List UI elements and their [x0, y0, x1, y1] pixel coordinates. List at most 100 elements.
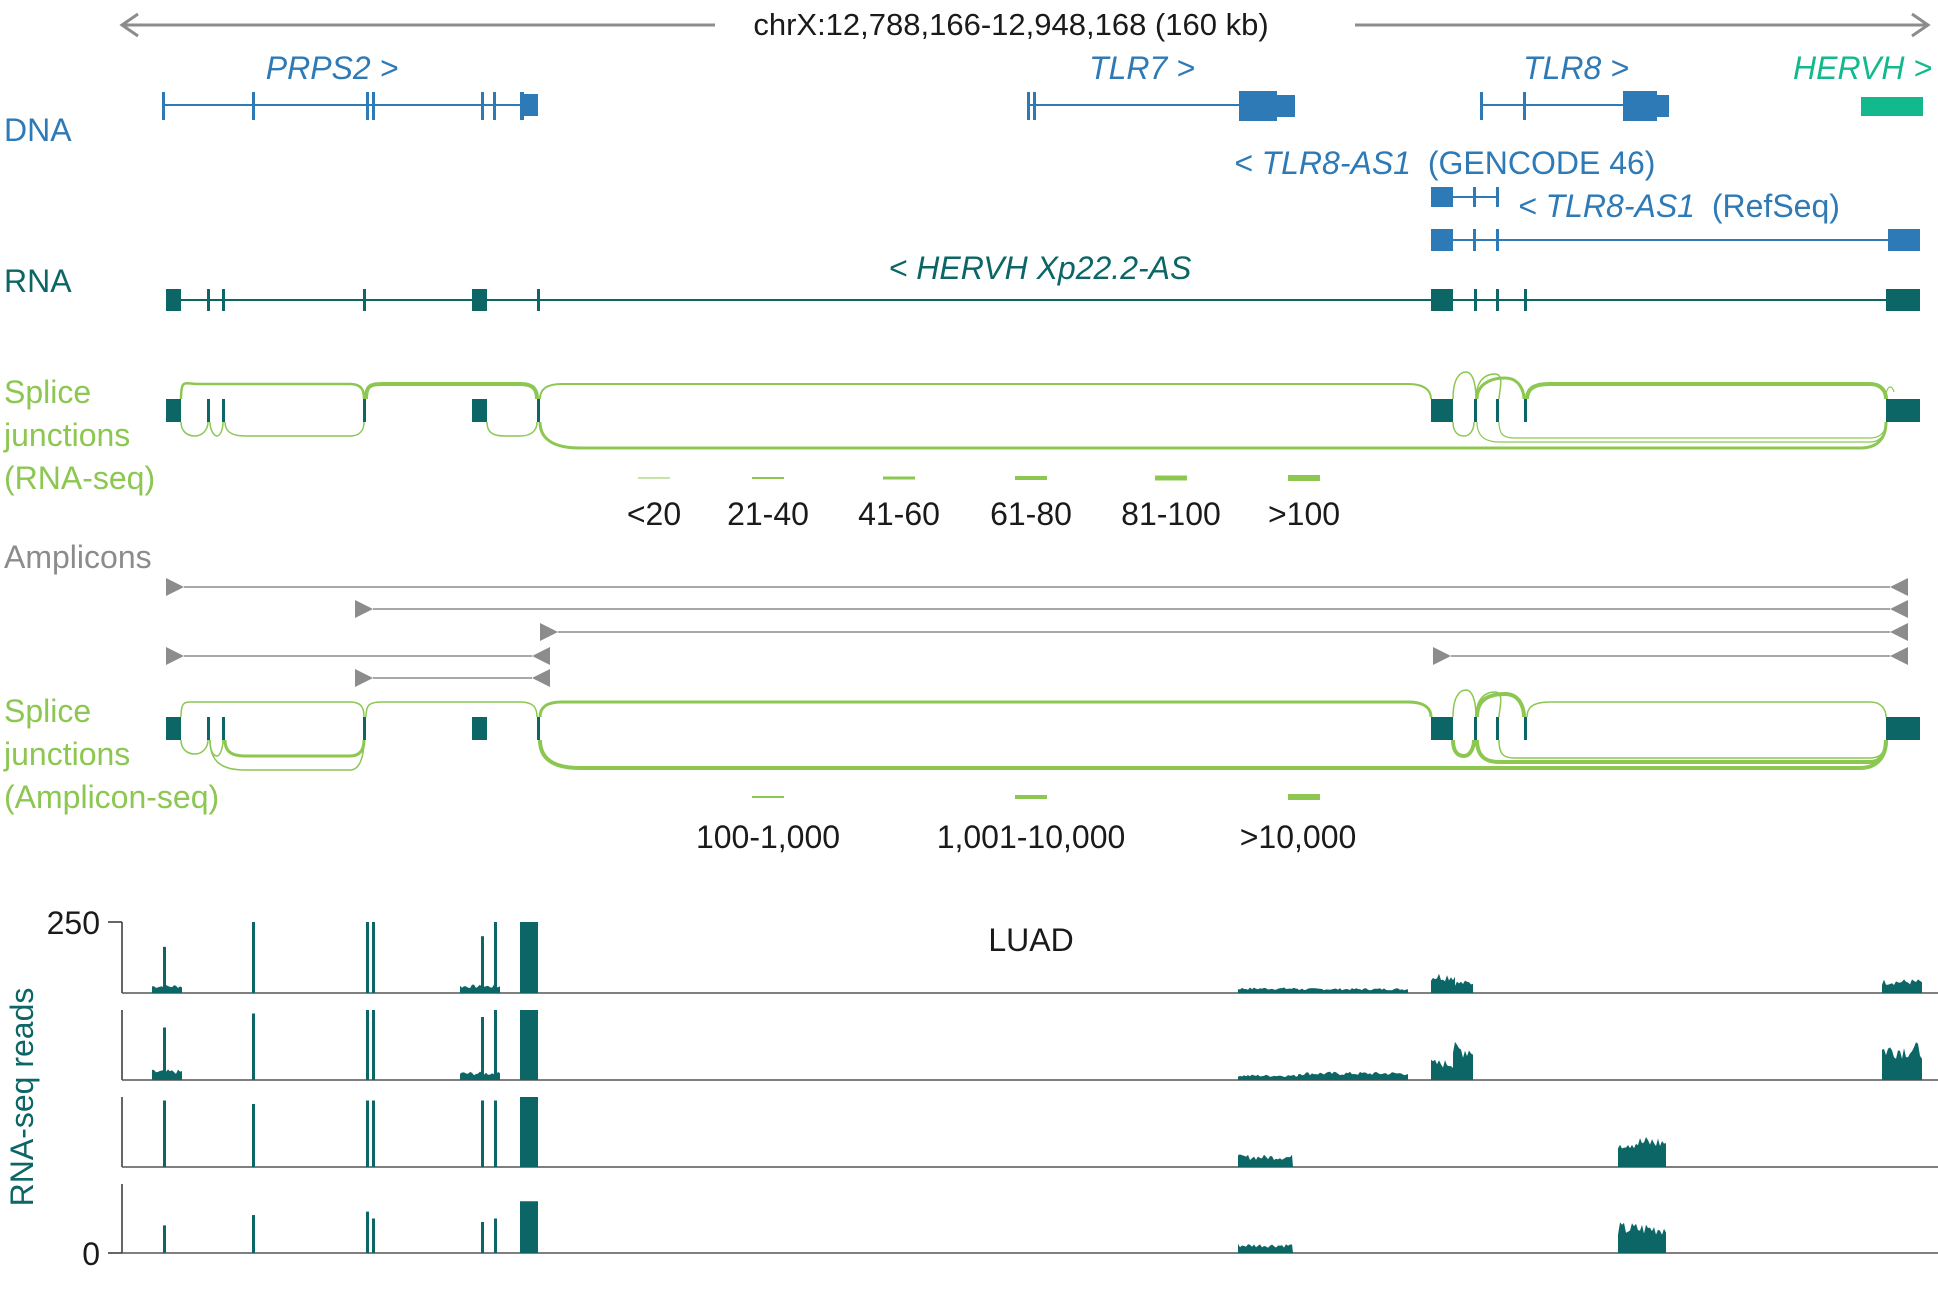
coverage-block — [460, 1071, 500, 1080]
track-label-rna: RNA — [4, 263, 72, 299]
gene-model-tlr8 — [1480, 91, 1669, 121]
legend-label-3: 41-60 — [858, 496, 940, 532]
coverage-block — [1298, 988, 1408, 993]
coverage-peak — [252, 1013, 255, 1080]
gene-label-hervh-as: < HERVH Xp22.2-AS — [889, 250, 1192, 286]
coverage-panel: LUAD RNA-seq reads 250 0 — [4, 905, 1938, 1272]
gene-model-hervh — [1861, 97, 1923, 116]
forward-primer-icon — [540, 623, 558, 641]
legend-ampseq: 100-1,000 1,001-10,000 >10,000 — [696, 794, 1357, 855]
coverage-block — [1882, 979, 1922, 993]
legend-label-6: >100 — [1268, 496, 1340, 532]
coverage-ylabel: RNA-seq reads — [4, 988, 40, 1207]
coverage-block — [1431, 973, 1455, 993]
coverage-peak — [163, 1100, 166, 1167]
coverage-peak — [252, 1104, 255, 1167]
amplicon-2 — [355, 600, 1908, 618]
coverage-peak — [520, 922, 538, 993]
coverage-block — [460, 984, 500, 993]
legend-label-a1: 100-1,000 — [696, 819, 840, 855]
coverage-ymax-label: 250 — [47, 905, 100, 941]
coverage-block — [152, 984, 182, 993]
transcript-model-hervh-as — [166, 289, 1920, 311]
reverse-primer-icon — [532, 647, 550, 665]
coverage-block — [1618, 1222, 1666, 1253]
legend-rnaseq: <20 21-40 41-60 61-80 81-100 >100 — [627, 475, 1340, 532]
legend-label-2: 21-40 — [727, 496, 809, 532]
coverage-block — [1298, 1071, 1408, 1080]
coverage-title: LUAD — [988, 922, 1073, 958]
coverage-block — [1238, 1154, 1293, 1167]
gene-model-tlr8as1-gencode — [1431, 187, 1499, 207]
reverse-primer-icon — [1890, 623, 1908, 641]
coverage-peak — [366, 1010, 369, 1080]
gene-label-prps2: PRPS2 > — [266, 50, 399, 86]
gene-label-tlr8as1-refseq: < TLR8-AS1 (RefSeq) — [1518, 188, 1840, 224]
legend-label-a3: >10,000 — [1240, 819, 1357, 855]
coverage-peak — [481, 936, 484, 993]
amplicon-6 — [355, 669, 550, 687]
junction-arcs-rnaseq — [179, 371, 1895, 450]
coverage-peak — [372, 922, 375, 993]
coverage-block — [1453, 980, 1473, 993]
legend-label-4: 61-80 — [990, 496, 1072, 532]
coverage-peak — [252, 1215, 255, 1253]
coverage-peak — [372, 1100, 375, 1167]
forward-primer-icon — [166, 578, 184, 596]
reverse-primer-icon — [1890, 647, 1908, 665]
legend-label-1: <20 — [627, 496, 681, 532]
coverage-peak — [366, 922, 369, 993]
coverage-block — [1882, 1042, 1922, 1080]
locus-coordinates: chrX:12,788,166-12,948,168 (160 kb) — [753, 7, 1268, 42]
coverage-peak — [252, 922, 255, 993]
track-label-amplicons: Amplicons — [4, 539, 152, 575]
coverage-peak — [366, 1211, 369, 1253]
left-arrowhead-icon — [119, 12, 139, 38]
gene-label-tlr7: TLR7 > — [1089, 50, 1195, 86]
coverage-peak — [163, 1027, 166, 1080]
coverage-peak — [494, 1010, 497, 1080]
legend-label-a2: 1,001-10,000 — [937, 819, 1126, 855]
gene-model-tlr7 — [1027, 91, 1295, 121]
coverage-peak — [481, 1221, 484, 1253]
reverse-primer-icon — [1890, 600, 1908, 618]
forward-primer-icon — [355, 669, 373, 687]
amplicon-track — [166, 578, 1908, 687]
coverage-peak — [481, 1017, 484, 1080]
track-label-dna: DNA — [4, 112, 72, 148]
track-label-splice-ampseq: Splice junctions (Amplicon-seq) — [3, 693, 219, 815]
gene-label-tlr8as1-gencode: < TLR8-AS1 (GENCODE 46) — [1234, 145, 1655, 181]
reverse-primer-icon — [1890, 578, 1908, 596]
coverage-block — [152, 1069, 182, 1080]
gene-label-hervh: HERVH > — [1793, 50, 1932, 86]
amplicon-3 — [540, 623, 1908, 641]
coverage-peak — [520, 1010, 538, 1080]
coverage-block — [1238, 987, 1298, 993]
right-arrowhead-icon — [1911, 12, 1931, 38]
amplicon-1 — [166, 578, 1908, 596]
exon-blocks-ampseq — [166, 717, 1920, 740]
coverage-peak — [494, 1100, 497, 1167]
gene-model-tlr8as1-refseq — [1431, 229, 1920, 251]
coverage-peak — [494, 922, 497, 993]
coverage-peak — [163, 946, 166, 993]
coverage-peak — [163, 1225, 166, 1253]
amplicon-5 — [1433, 647, 1908, 665]
splice-track-rnaseq — [166, 371, 1920, 450]
reverse-primer-icon — [532, 669, 550, 687]
coverage-peak — [366, 1100, 369, 1167]
coverage-peak — [372, 1218, 375, 1253]
coverage-block — [1238, 1074, 1298, 1080]
coverage-ymin-label: 0 — [82, 1236, 100, 1272]
coverage-peak — [494, 1218, 497, 1253]
gene-model-prps2 — [162, 92, 538, 120]
forward-primer-icon — [166, 647, 184, 665]
coverage-block — [1238, 1243, 1293, 1253]
legend-label-5: 81-100 — [1121, 496, 1221, 532]
coverage-tracks — [121, 922, 1938, 1254]
amplicon-4 — [166, 647, 550, 665]
forward-primer-icon — [355, 600, 373, 618]
coverage-block — [1453, 1041, 1473, 1080]
track-label-splice-rnaseq: Splice junctions (RNA-seq) — [3, 374, 155, 496]
